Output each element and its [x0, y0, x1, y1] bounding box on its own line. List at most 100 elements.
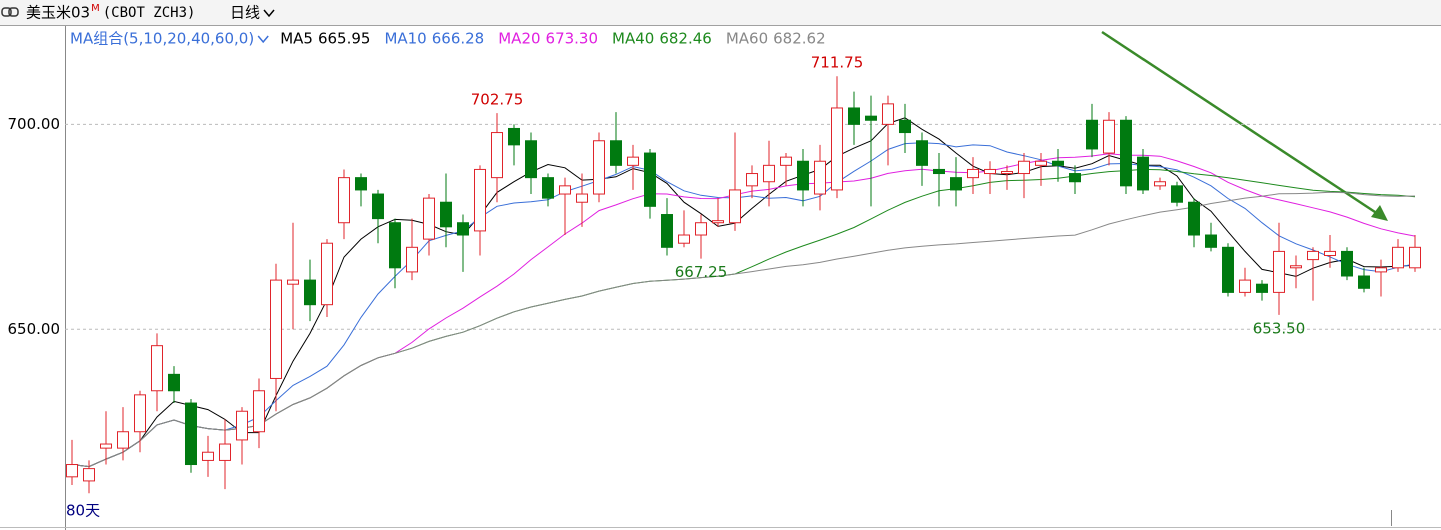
candle-body [219, 443, 231, 461]
candle-body [253, 390, 265, 433]
candle-body [1018, 160, 1030, 175]
candle-body [321, 242, 333, 306]
candle-body [287, 279, 299, 285]
candle-body [491, 132, 503, 179]
candle-body [933, 168, 945, 175]
candle-body [202, 451, 214, 461]
candle-body [474, 168, 486, 232]
candle-body [508, 127, 520, 146]
candle-body [576, 193, 588, 203]
candle-body [1188, 201, 1200, 236]
candle-body [338, 177, 350, 224]
price-annotation: 653.50 [1253, 319, 1306, 337]
dropdown-caret[interactable] [263, 9, 275, 18]
dropdown-caret[interactable] [257, 35, 269, 44]
candle-body [899, 119, 911, 134]
link-icon[interactable] [1, 7, 19, 17]
candle-body [695, 222, 707, 236]
candle-body [1358, 275, 1370, 289]
candle-body [780, 156, 792, 166]
legend-value: 666.28 [432, 30, 485, 48]
candle-body [1307, 250, 1319, 261]
candle-body [440, 201, 452, 228]
candle-body [1409, 246, 1421, 269]
footer-label: 80天 [66, 502, 100, 520]
legend-name: MA10 [384, 30, 426, 48]
candle-body [610, 140, 622, 166]
candle-body [270, 279, 282, 379]
candle-body [916, 140, 928, 166]
candle-body [304, 279, 316, 306]
candle-body [372, 193, 384, 220]
candle-body [66, 464, 78, 478]
legend-value: 665.95 [318, 30, 371, 48]
indicator-selector[interactable]: MA组合(5,10,20,40,60,0) [70, 30, 254, 48]
candle-body [1222, 246, 1234, 293]
candle-body [1392, 246, 1404, 269]
candle-body [1239, 279, 1251, 293]
candle-body [117, 431, 129, 449]
trend-arrow [1101, 30, 1388, 221]
candle-body [1052, 160, 1064, 166]
y-tick-label: 700.00 [8, 115, 61, 133]
candle-body [1256, 283, 1268, 293]
ma-line [71, 117, 1416, 468]
candle-body [151, 345, 163, 392]
candle-body [593, 140, 605, 195]
candle-body [134, 394, 146, 433]
candle-body [678, 234, 690, 244]
price-annotation: 711.75 [811, 54, 864, 72]
chart-subtitle: (CBOT ZCH3) [103, 5, 196, 21]
candle-body [1086, 119, 1098, 150]
candle-body [389, 222, 401, 269]
candle-body [100, 443, 112, 449]
candle-body [729, 189, 741, 224]
candle-body [865, 115, 877, 121]
legend-name: MA5 [280, 30, 313, 48]
candle-body [542, 177, 554, 199]
candle-body [168, 373, 180, 392]
candle-body [1137, 156, 1149, 191]
y-tick-label: 650.00 [8, 320, 61, 338]
candle-body [1375, 267, 1387, 273]
candle-body [661, 214, 673, 248]
candle-body [712, 220, 724, 224]
candle-body [1290, 265, 1302, 269]
candle-body [797, 160, 809, 191]
candle-body [355, 177, 367, 191]
candle-body [1120, 119, 1132, 187]
title-superscript: M [91, 3, 100, 14]
candle-body [423, 197, 435, 240]
candle-body [1001, 170, 1013, 175]
candle-body [1035, 160, 1047, 166]
candle-body [83, 468, 95, 482]
candle-body [525, 140, 537, 179]
candle-body [1171, 185, 1183, 203]
candle-body [882, 103, 894, 125]
candle-body [1103, 119, 1115, 154]
period-selector[interactable]: 日线 [230, 4, 260, 22]
candle-body [950, 177, 962, 191]
header-bar [0, 0, 1441, 25]
candle-body [984, 168, 996, 175]
legend-name: MA20 [498, 30, 540, 48]
legend-value: 682.62 [773, 30, 826, 48]
legend-value: 673.30 [546, 30, 599, 48]
candle-body [848, 107, 860, 125]
chart-title: 美玉米03 [26, 4, 90, 22]
candle-body [1205, 234, 1217, 248]
price-annotation: 667.25 [675, 263, 728, 281]
candle-body [644, 152, 656, 207]
candle-body [1324, 250, 1336, 257]
candle-body [1341, 250, 1353, 277]
candle-body [814, 160, 826, 195]
candle-body [185, 402, 197, 466]
candle-body [1154, 181, 1166, 187]
candle-body [406, 246, 418, 273]
candle-body [236, 410, 248, 441]
price-annotation: 702.75 [471, 91, 524, 109]
candle-body [627, 156, 639, 166]
candle-body [967, 168, 979, 179]
candle-body [1273, 250, 1285, 293]
